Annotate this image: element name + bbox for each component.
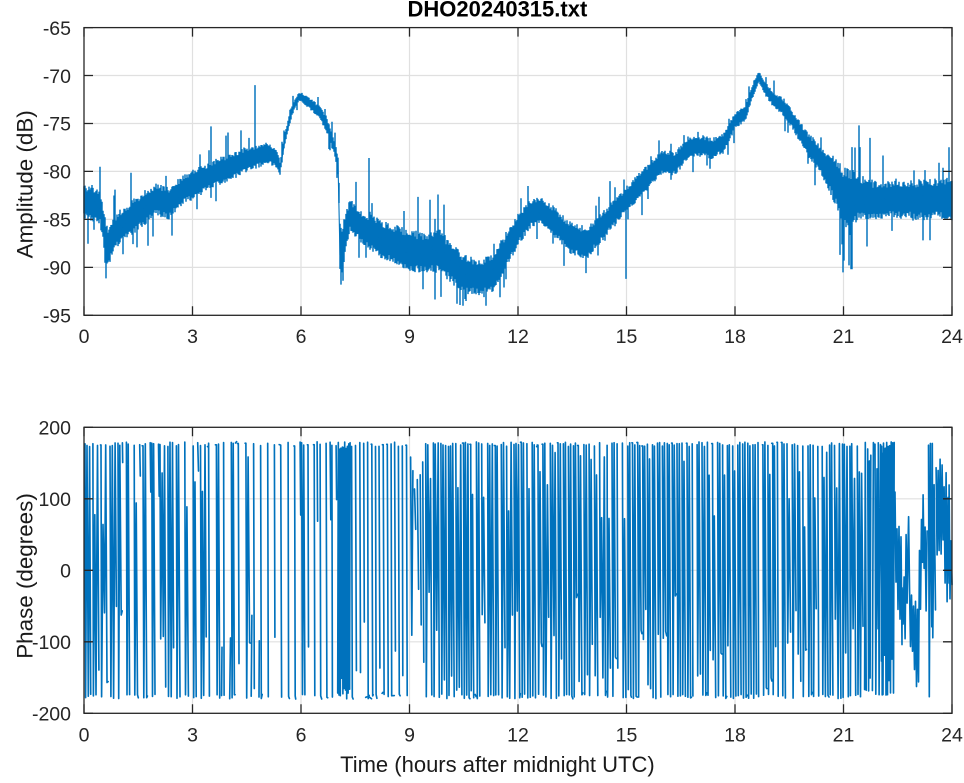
svg-text:-90: -90 [43,258,71,280]
svg-text:0: 0 [79,326,90,348]
svg-text:6: 6 [296,326,307,348]
svg-text:-85: -85 [43,210,71,232]
svg-text:21: 21 [833,326,855,348]
svg-text:12: 12 [507,725,529,747]
svg-text:Amplitude (dB): Amplitude (dB) [12,110,37,258]
svg-text:9: 9 [404,326,415,348]
svg-text:-75: -75 [43,114,71,136]
svg-text:-200: -200 [32,704,71,726]
svg-text:15: 15 [616,725,638,747]
svg-text:200: 200 [38,418,71,440]
svg-text:18: 18 [724,725,746,747]
svg-text:-65: -65 [43,18,71,40]
svg-text:-100: -100 [32,632,71,654]
svg-text:-80: -80 [43,162,71,184]
svg-text:24: 24 [941,725,963,747]
svg-text:0: 0 [60,561,71,583]
svg-text:6: 6 [296,725,307,747]
svg-text:15: 15 [616,326,638,348]
svg-text:100: 100 [38,489,71,511]
svg-text:DHO20240315.txt: DHO20240315.txt [408,0,588,21]
svg-text:Time (hours after midnight UTC: Time (hours after midnight UTC) [340,752,655,777]
svg-text:3: 3 [187,725,198,747]
svg-text:24: 24 [941,326,963,348]
svg-text:0: 0 [79,725,90,747]
svg-text:18: 18 [724,326,746,348]
svg-text:-95: -95 [43,306,71,328]
svg-text:-70: -70 [43,66,71,88]
svg-text:3: 3 [187,326,198,348]
svg-text:21: 21 [833,725,855,747]
svg-text:Phase (degrees): Phase (degrees) [12,493,37,659]
svg-text:12: 12 [507,326,529,348]
svg-text:9: 9 [404,725,415,747]
